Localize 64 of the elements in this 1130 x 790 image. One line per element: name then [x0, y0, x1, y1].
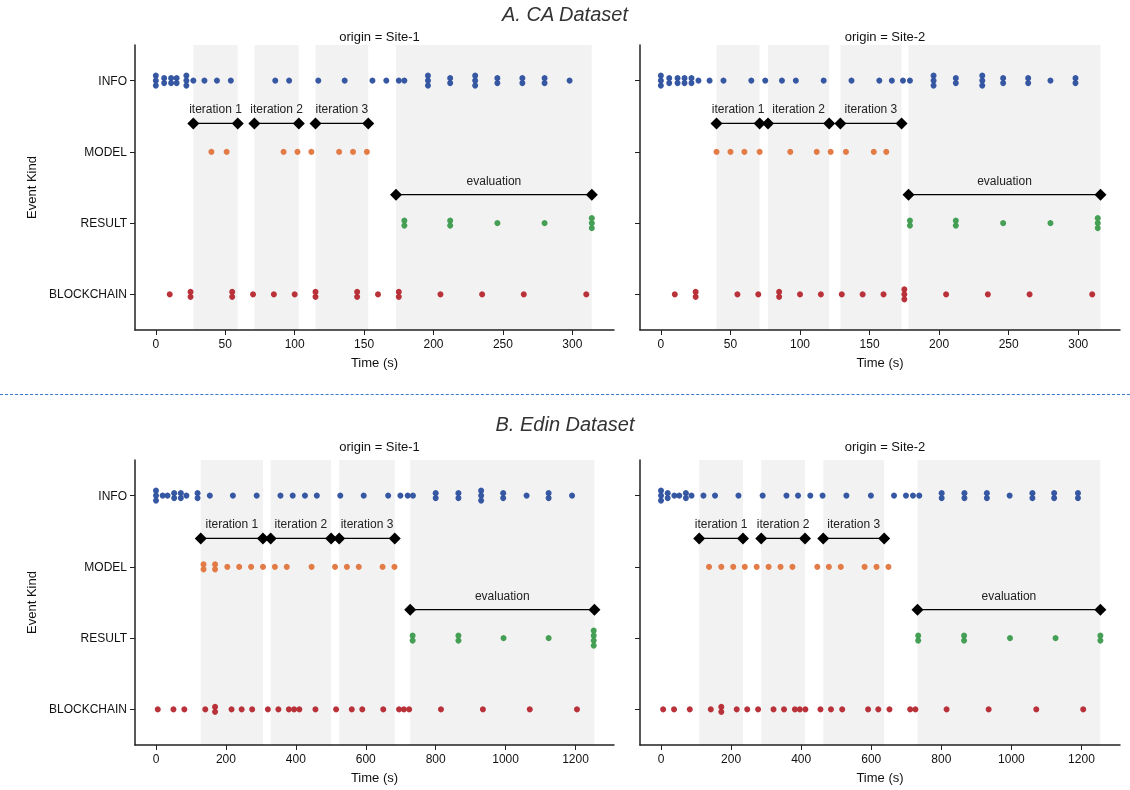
x-tick-label: 800	[931, 752, 952, 766]
x-tick-label: 0	[152, 337, 160, 351]
band-label: iteration 3	[315, 102, 369, 117]
chart-title: origin = Site-1	[339, 29, 420, 44]
x-tick-label: 150	[354, 337, 375, 351]
y-axis-title: Event Kind	[24, 156, 40, 219]
x-tick-label: 1000	[998, 752, 1026, 766]
x-tick-label: 800	[425, 752, 447, 766]
x-tick-label: 600	[355, 752, 377, 766]
band-label: iteration 2	[274, 517, 328, 532]
x-tick-label: 200	[721, 752, 742, 766]
y-tick-label: RESULT	[80, 216, 128, 231]
x-tick-label: 400	[791, 752, 812, 766]
band-label: iteration 1	[205, 517, 259, 532]
chart-title: origin = Site-1	[339, 439, 420, 454]
x-axis-title: Time (s)	[350, 770, 399, 785]
x-axis-title: Time (s)	[350, 355, 399, 370]
y-tick-label: MODEL	[84, 559, 128, 574]
x-tick-label: 300	[562, 337, 583, 351]
x-tick-label: 400	[285, 752, 307, 766]
x-tick-label: 200	[423, 337, 444, 351]
band-label: evaluation	[977, 173, 1032, 188]
band-label: iteration 2	[756, 517, 810, 532]
x-tick-label: 100	[789, 337, 811, 351]
x-tick-label: 0	[657, 752, 665, 766]
text: A. CA Dataset	[500, 3, 630, 26]
x-tick-label: 0	[152, 752, 160, 766]
band-label: iteration 3	[844, 102, 898, 117]
chart-title: origin = Site-2	[844, 29, 926, 44]
x-tick-label: 300	[1068, 337, 1089, 351]
x-tick-label: 600	[861, 752, 882, 766]
chart-title: origin = Site-2	[844, 439, 926, 454]
band-label: iteration 3	[827, 517, 881, 532]
x-tick-label: 1200	[1068, 752, 1096, 766]
y-tick-label: INFO	[98, 488, 127, 503]
y-axis-title: Event Kind	[24, 571, 40, 634]
band-label: evaluation	[474, 588, 530, 603]
x-axis-title: Time (s)	[856, 770, 904, 785]
band-label: iteration 1	[189, 102, 243, 117]
band-label: iteration 1	[694, 517, 748, 532]
band-label: iteration 1	[711, 102, 765, 117]
x-tick-label: 100	[284, 337, 305, 351]
band-label: evaluation	[466, 173, 522, 188]
band-label: evaluation	[981, 588, 1037, 603]
x-tick-label: 1000	[492, 752, 520, 766]
x-axis-title: Time (s)	[856, 355, 904, 370]
x-tick-label: 200	[215, 752, 237, 766]
x-tick-label: 200	[929, 337, 950, 351]
text: B. Edin Dataset	[494, 413, 636, 436]
band-label: iteration 3	[340, 517, 394, 532]
x-tick-label: 50	[723, 337, 738, 351]
y-tick-label: BLOCKCHAIN	[48, 702, 127, 717]
x-tick-label: 250	[998, 337, 1020, 351]
x-tick-label: 150	[859, 337, 880, 351]
x-tick-label: 50	[218, 337, 233, 351]
band-label: iteration 2	[772, 102, 826, 117]
y-tick-label: MODEL	[84, 144, 128, 159]
y-tick-label: BLOCKCHAIN	[48, 287, 127, 302]
x-tick-label: 1200	[562, 752, 590, 766]
y-tick-label: INFO	[98, 73, 127, 88]
y-tick-label: RESULT	[80, 631, 128, 646]
x-tick-label: 250	[492, 337, 514, 351]
band-label: iteration 2	[250, 102, 304, 117]
x-tick-label: 0	[657, 337, 665, 351]
